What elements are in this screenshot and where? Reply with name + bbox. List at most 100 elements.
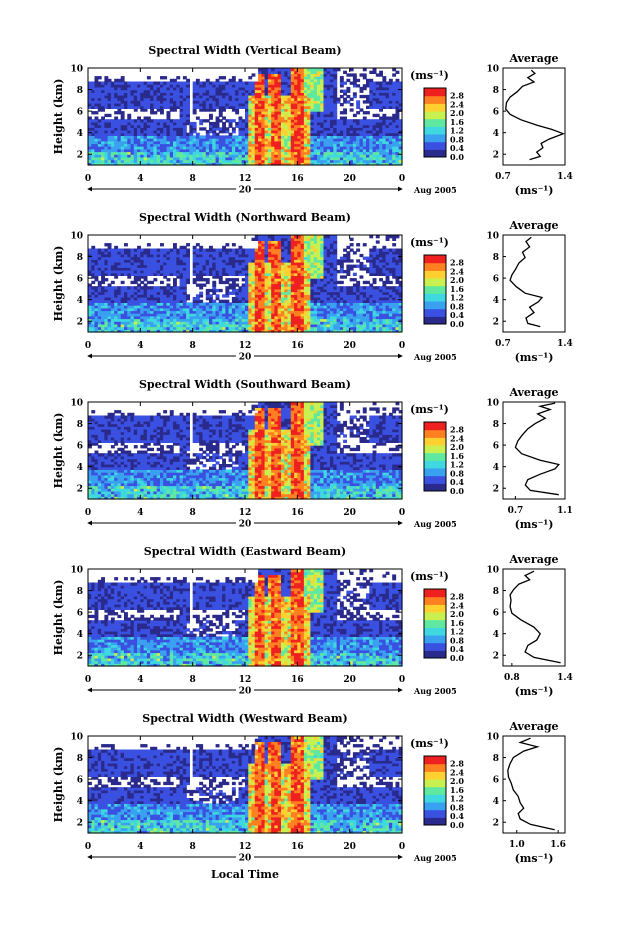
heatmap-cell: [114, 84, 119, 88]
heatmap-cell: [160, 86, 164, 91]
heatmap-cell: [120, 162, 125, 166]
heatmap-cell: [195, 140, 200, 145]
heatmap-cell: [215, 143, 220, 147]
heatmap-cell: [192, 148, 197, 153]
heatmap-cell: [261, 162, 266, 166]
avg-x-tick-label: 0.7: [495, 172, 511, 182]
heatmap-cell: [117, 140, 122, 145]
heatmap-cell: [251, 119, 256, 123]
heatmap-cell: [238, 159, 243, 163]
heatmap-cell: [264, 116, 269, 120]
heatmap-cell: [124, 135, 128, 139]
heatmap-cell: [212, 105, 217, 109]
y-axis-label: Height (km): [52, 79, 65, 155]
heatmap-cell: [228, 81, 233, 85]
heatmap-cell: [133, 100, 138, 104]
heatmap-cell: [195, 116, 200, 120]
heatmap-cell: [195, 138, 200, 142]
heatmap-cell: [264, 73, 269, 77]
heatmap-cell: [120, 111, 125, 115]
heatmap-cell: [114, 78, 119, 83]
heatmap-cell: [179, 162, 184, 166]
heatmap-cell: [146, 81, 151, 85]
heatmap-cell: [163, 92, 168, 96]
heatmap-cell: [274, 121, 279, 126]
heatmap-cell: [127, 143, 132, 147]
heatmap-cell: [264, 81, 269, 85]
heatmap-cell: [133, 135, 138, 139]
heatmap-cell: [238, 78, 243, 83]
heatmap-cell: [261, 130, 266, 134]
heatmap-cell: [261, 89, 266, 93]
heatmap-cell: [107, 103, 112, 107]
heatmap-cell: [133, 84, 138, 88]
heatmap-cell: [97, 156, 102, 161]
heatmap-cell: [146, 140, 151, 145]
heatmap-cell: [251, 146, 256, 150]
heatmap-cell: [120, 94, 125, 99]
heatmap-cell: [182, 108, 187, 112]
heatmap-cell: [222, 108, 226, 112]
heatmap-cell: [267, 116, 272, 120]
heatmap-cell: [228, 154, 233, 158]
heatmap-cell: [258, 97, 262, 101]
heatmap-cell: [199, 105, 204, 109]
heatmap-cell: [146, 127, 151, 131]
heatmap-cell: [267, 130, 272, 134]
heatmap-cell: [179, 116, 184, 120]
heatmap-cell: [156, 86, 161, 91]
heatmap-cell: [346, 86, 351, 91]
heatmap-cell: [163, 100, 168, 104]
heatmap-cell: [238, 81, 243, 85]
heatmap-cell: [110, 156, 115, 161]
heatmap-cell: [173, 100, 177, 104]
heatmap-cell: [169, 162, 174, 166]
heatmap-cell: [182, 105, 187, 109]
heatmap-cell: [274, 84, 279, 88]
heatmap-cell: [169, 159, 174, 163]
heatmap-cell: [202, 94, 207, 99]
heatmap-cell: [218, 140, 223, 145]
heatmap-cell: [160, 108, 164, 112]
heatmap-cell: [179, 124, 184, 128]
heatmap-cell: [202, 103, 207, 107]
heatmap-cell: [222, 124, 226, 128]
heatmap-cell: [91, 92, 96, 96]
heatmap-cell: [235, 84, 240, 88]
heatmap-cell: [235, 92, 240, 96]
heatmap-cell: [271, 124, 276, 128]
heatmap-cell: [146, 89, 151, 93]
colorbar-tick-label: 2.4: [450, 99, 464, 109]
heatmap-cell: [254, 148, 259, 153]
heatmap-cell: [238, 127, 243, 131]
heatmap-cell: [179, 103, 184, 107]
heatmap-cell: [186, 103, 190, 107]
heatmap-cell: [124, 103, 128, 107]
heatmap-cell: [202, 127, 207, 131]
heatmap-cell: [114, 151, 119, 155]
heatmap-cell: [91, 143, 96, 147]
heatmap-cell: [173, 84, 177, 88]
heatmap-cell: [245, 159, 249, 163]
heatmap-cell: [143, 103, 148, 107]
colorbar-segment: [424, 111, 446, 120]
heatmap-cell: [192, 105, 197, 109]
heatmap-cell: [160, 154, 164, 158]
heatmap-cell: [117, 124, 122, 128]
heatmap-cell: [179, 138, 184, 142]
heatmap-cell: [104, 148, 109, 153]
heatmap-cell: [110, 94, 115, 99]
heatmap-cell: [110, 138, 115, 142]
heatmap-cell: [274, 130, 279, 134]
heatmap-cell: [124, 140, 128, 145]
heatmap-cell: [189, 146, 194, 150]
heatmap-cell: [271, 94, 276, 99]
heatmap-cell: [94, 86, 99, 91]
colorbar-segment: [424, 149, 446, 158]
heatmap-cell: [169, 124, 174, 128]
heatmap-cell: [156, 124, 161, 128]
heatmap-cell: [189, 154, 194, 158]
heatmap-cell: [199, 119, 204, 123]
heatmap-cell: [88, 146, 92, 150]
heatmap-cell: [88, 105, 92, 109]
